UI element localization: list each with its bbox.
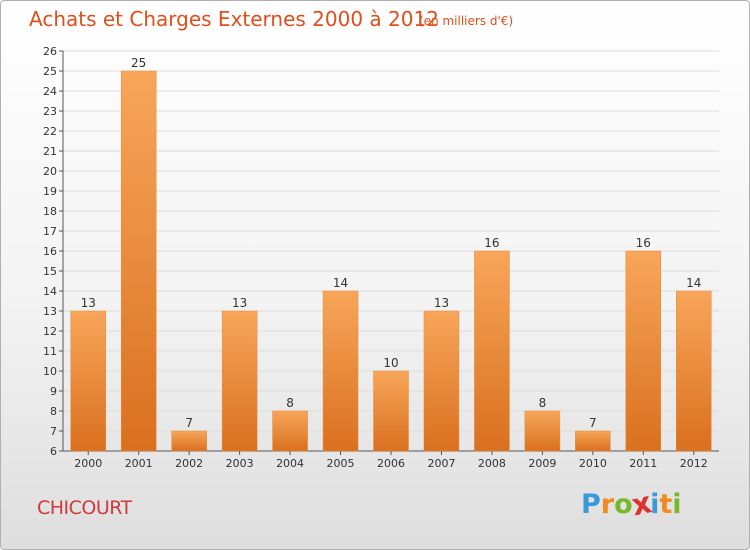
logo-letter: i	[650, 489, 660, 520]
chart-subtitle: (en milliers d'€)	[419, 14, 514, 28]
data-label: 8	[286, 396, 294, 410]
data-label: 13	[81, 296, 96, 310]
logo-letter: t	[659, 489, 673, 520]
x-tick-label: 2003	[226, 457, 254, 470]
logo-letter: r	[600, 489, 615, 520]
y-tick-label: 23	[43, 105, 57, 118]
bar-2006	[373, 370, 409, 452]
data-label: 25	[131, 56, 146, 70]
y-tick-label: 24	[43, 85, 57, 98]
bar-2008	[474, 250, 510, 452]
x-tick-label: 2011	[629, 457, 657, 470]
data-labels: 13 25 7 13 8 14 10 13 16 8 7 16 14	[81, 56, 702, 430]
data-label: 10	[383, 356, 398, 370]
logo-letter: o	[614, 489, 633, 520]
y-tick-label: 17	[43, 225, 57, 238]
x-tick-label: 2001	[125, 457, 153, 470]
proxiti-logo: Proxiti	[581, 486, 682, 523]
bar-2004	[272, 410, 308, 452]
y-tick-label: 21	[43, 145, 57, 158]
data-label: 8	[539, 396, 547, 410]
y-tick-label: 7	[50, 425, 57, 438]
data-label: 16	[636, 236, 651, 250]
bar-2003	[221, 310, 258, 452]
data-label: 13	[434, 296, 449, 310]
y-tick-label: 18	[43, 205, 57, 218]
bar-2009	[524, 410, 561, 452]
commune-name: CHICOURT	[37, 497, 132, 519]
x-tick-label: 2008	[478, 457, 506, 470]
y-tick-label: 14	[43, 285, 57, 298]
bar-2001	[120, 70, 157, 452]
x-tick-label: 2012	[680, 457, 708, 470]
y-tick-labels: 6 7 8 9 10 11 12 13 14 15 16 17 18 19 20 21 22 23 24 25 26	[43, 45, 57, 458]
x-tick-label: 2009	[528, 457, 556, 470]
y-tick-label: 26	[43, 45, 57, 58]
bar-2007	[423, 310, 460, 452]
bar-2000	[70, 310, 106, 452]
x-tick-label: 2004	[276, 457, 304, 470]
bar-2002	[171, 430, 207, 452]
y-tick-label: 10	[43, 365, 57, 378]
bar-2011	[625, 250, 662, 452]
y-tick-label: 22	[43, 125, 57, 138]
bar-2010	[575, 430, 611, 452]
y-tick-label: 13	[43, 305, 57, 318]
x-tick-label: 2005	[327, 457, 355, 470]
bar-2005	[322, 290, 359, 452]
logo-letter: P	[581, 489, 601, 520]
x-tick-label: 2000	[74, 457, 102, 470]
y-tick-label: 11	[43, 345, 57, 358]
data-label: 13	[232, 296, 247, 310]
y-tick-label: 15	[43, 265, 57, 278]
data-label: 16	[484, 236, 499, 250]
x-tick-label: 2006	[377, 457, 405, 470]
logo-letter: i	[672, 489, 682, 520]
data-label: 7	[589, 416, 597, 430]
x-tick-label: 2010	[579, 457, 607, 470]
x-tick-labels: 2000 2001 2002 2003 2004 2005 2006 2007 2008 2009…	[74, 457, 708, 470]
y-tick-label: 6	[50, 445, 57, 458]
y-tick-label: 8	[50, 405, 57, 418]
bars	[70, 70, 712, 452]
y-tick-label: 12	[43, 325, 57, 338]
x-tick-label: 2002	[175, 457, 203, 470]
y-tick-label: 19	[43, 185, 57, 198]
data-label: 14	[686, 276, 701, 290]
y-tick-label: 25	[43, 65, 57, 78]
y-tick-label: 16	[43, 245, 57, 258]
bar-2012	[676, 290, 712, 452]
chart-title: Achats et Charges Externes 2000 à 2012	[29, 7, 439, 31]
x-tick-label: 2007	[427, 457, 455, 470]
data-label: 7	[185, 416, 193, 430]
data-label: 14	[333, 276, 348, 290]
y-tick-label: 9	[50, 385, 57, 398]
y-tick-label: 20	[43, 165, 57, 178]
